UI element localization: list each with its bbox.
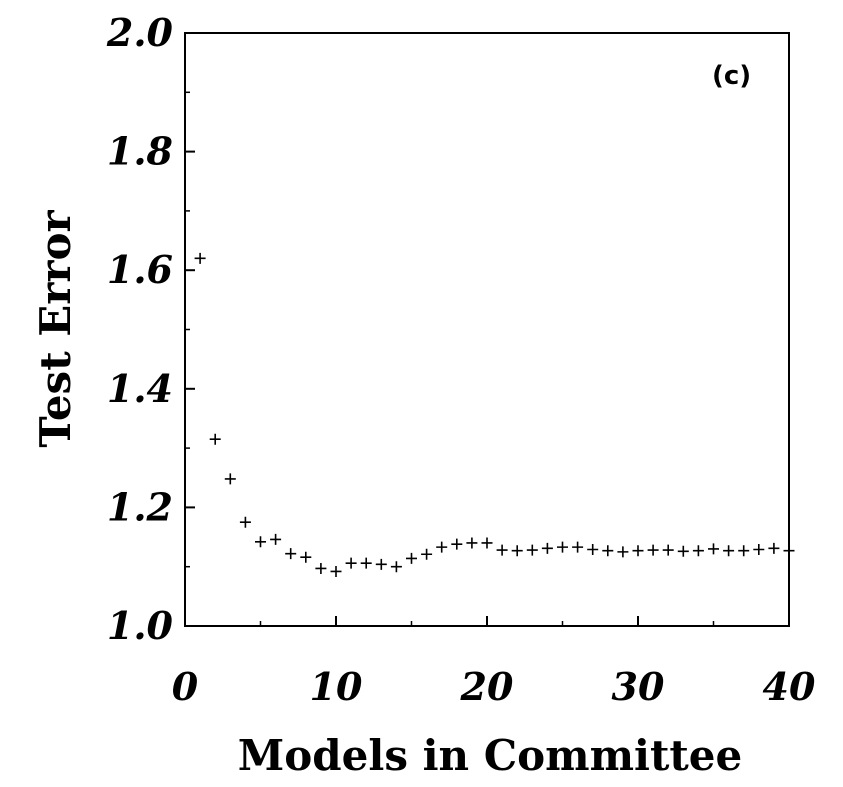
data-point [692, 545, 704, 557]
data-point [557, 541, 568, 553]
data-markers [194, 252, 795, 577]
data-point [723, 545, 735, 557]
data-point [451, 538, 463, 550]
y-tick-label: 1.6 [107, 247, 173, 292]
data-point [194, 252, 206, 264]
y-tick-label: 1.0 [107, 603, 174, 648]
x-tick-label: 20 [460, 664, 514, 709]
data-point [541, 542, 553, 554]
data-point [466, 537, 478, 549]
data-point [677, 545, 689, 557]
data-point [300, 551, 312, 563]
data-point [511, 545, 523, 557]
data-point [285, 548, 297, 560]
data-point [360, 557, 372, 569]
data-point [496, 544, 508, 556]
data-point [572, 541, 584, 553]
data-point [421, 548, 433, 560]
data-point [617, 546, 629, 558]
x-tick-label: 40 [763, 664, 816, 709]
panel-label: (c) [712, 61, 751, 91]
x-axis-title: Models in Committee [238, 731, 742, 780]
data-point [330, 565, 342, 577]
data-point [239, 516, 251, 528]
data-point [783, 545, 795, 557]
data-point [255, 536, 266, 548]
x-tick-label: 30 [612, 664, 665, 709]
data-point [406, 552, 417, 564]
x-tick-label: 10 [310, 664, 363, 709]
data-point [436, 541, 448, 553]
x-axis-ticks: 0 10 20 30 40 [172, 616, 816, 709]
data-point [224, 473, 236, 485]
data-point [587, 544, 599, 556]
y-axis-ticks: 1.0 1.2 1.4 1.6 1.8 2.0 [106, 10, 195, 648]
y-tick-label: 1.2 [107, 484, 173, 529]
data-point [315, 562, 327, 574]
data-point [270, 533, 282, 545]
data-point [708, 543, 719, 555]
data-point [632, 545, 644, 557]
data-point [375, 558, 387, 570]
data-point [390, 561, 402, 573]
data-point [738, 545, 750, 557]
data-point [753, 544, 765, 556]
y-tick-label: 1.8 [107, 129, 173, 174]
data-point [345, 557, 357, 569]
y-tick-label: 2.0 [106, 10, 174, 55]
x-tick-label: 0 [172, 664, 199, 709]
data-point [768, 542, 780, 554]
data-point [526, 544, 538, 556]
y-tick-label: 1.4 [107, 366, 173, 411]
y-axis-title: Test Error [31, 210, 80, 448]
data-point [481, 537, 493, 549]
data-point [662, 544, 674, 556]
data-point [209, 433, 221, 445]
data-point [602, 545, 614, 557]
data-point [647, 544, 659, 556]
